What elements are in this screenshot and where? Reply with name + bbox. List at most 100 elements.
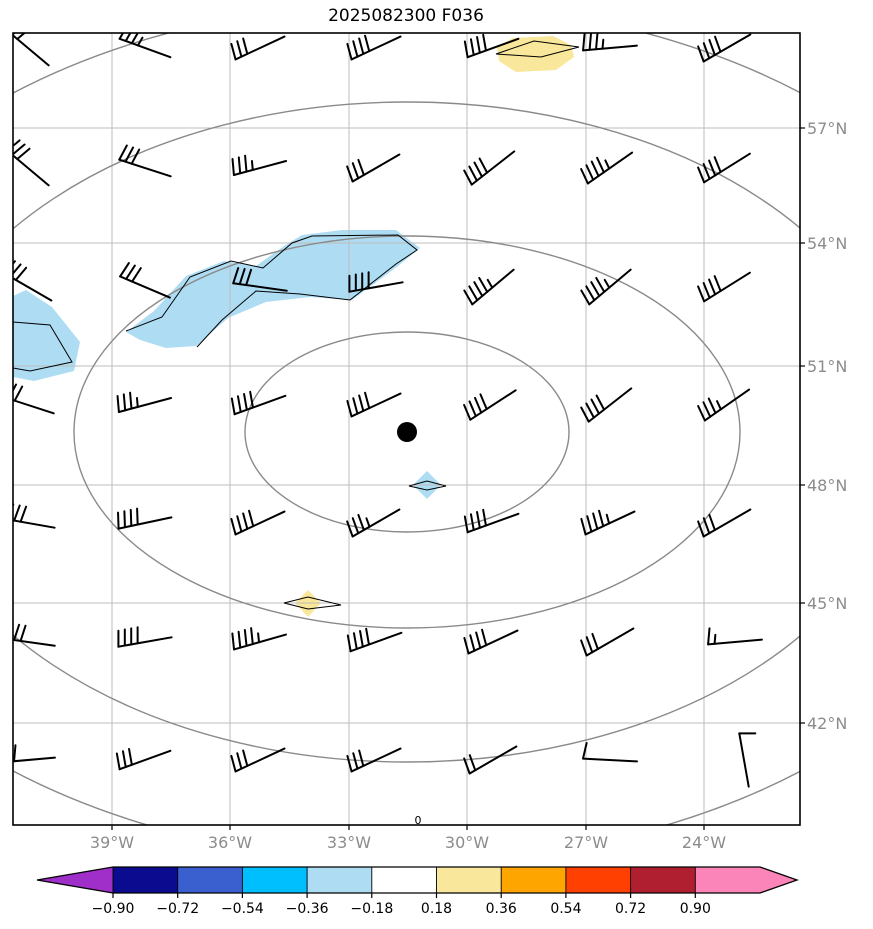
barb-full-tick (352, 40, 359, 58)
barb-staff (351, 153, 401, 183)
barb-full-tick (463, 40, 469, 59)
barb-full-tick (13, 385, 24, 402)
barb-full-tick (479, 393, 488, 411)
barb-full-tick (582, 741, 588, 760)
barb-full-tick (231, 158, 235, 176)
barb-full-tick (588, 33, 592, 51)
barb-staff (234, 510, 286, 536)
barb-staff (119, 275, 171, 299)
barb-full-tick (242, 512, 249, 530)
wind-barb (463, 628, 519, 655)
wind-barb (582, 741, 638, 763)
barb-full-tick (230, 397, 236, 416)
barb-full-tick (585, 636, 594, 654)
barb-full-tick (586, 515, 593, 533)
wind-barb (346, 627, 403, 653)
barb-full-tick (463, 169, 473, 186)
barb-full-tick (358, 749, 365, 767)
barb-half-tick (135, 396, 139, 408)
barb-full-tick (702, 282, 711, 299)
wind-barb (463, 508, 520, 534)
colorbar-segment (630, 867, 696, 893)
barb-half-tick (136, 36, 144, 47)
wind-barb (463, 150, 516, 186)
barb-full-tick (242, 749, 249, 767)
barb-full-tick (590, 160, 600, 178)
wind-barb (232, 267, 288, 292)
barb-full-tick (702, 42, 711, 60)
contour-line (13, 321, 73, 372)
contour-line (408, 480, 447, 491)
barb-full-tick (346, 520, 354, 538)
barb-full-tick (364, 34, 371, 53)
wind-barb (117, 626, 173, 648)
barb-full-tick (473, 161, 483, 178)
barb-full-tick (1, 503, 6, 518)
wind-barb (1, 503, 56, 529)
colorbar-segment (177, 867, 243, 893)
barb-full-tick (478, 157, 489, 174)
wind-barb (346, 747, 402, 773)
barb-full-tick (476, 511, 481, 529)
barb-full-tick (13, 383, 18, 393)
barb-staff (587, 387, 633, 423)
barb-full-tick (482, 33, 487, 52)
barb-full-tick (702, 163, 711, 180)
barb-full-tick (482, 508, 487, 527)
barb-staff (234, 35, 286, 61)
colorbar-tick-label: 0.36 (486, 901, 517, 917)
barb-staff (738, 732, 750, 788)
barb-full-tick (244, 154, 248, 173)
range-ring (244, 331, 570, 533)
wind-barb (230, 390, 287, 416)
barb-full-tick (468, 285, 479, 302)
barb-staff (702, 508, 752, 538)
barb-full-tick (469, 38, 475, 57)
barb-half-tick (257, 632, 261, 644)
barb-full-tick (236, 752, 243, 770)
barb-full-tick (585, 285, 596, 302)
contour-line (283, 596, 342, 610)
barb-full-tick (16, 147, 31, 161)
latitude-label: 48°N (807, 476, 847, 495)
wind-barb (118, 144, 172, 178)
barb-full-tick (124, 33, 132, 42)
barb-full-tick (708, 159, 717, 177)
graticule-gridlines (13, 33, 800, 825)
barb-full-tick (585, 402, 595, 419)
barb-full-tick (131, 267, 142, 283)
wind-barb (697, 271, 751, 303)
wind-barb (697, 33, 752, 63)
barb-staff (703, 271, 751, 303)
wind-barb (463, 389, 517, 421)
barb-staff (232, 282, 288, 292)
zero-contour-label: 0 (415, 814, 422, 827)
barb-full-tick (128, 748, 133, 766)
latitude-label: 45°N (807, 594, 847, 613)
wind-barb (230, 509, 286, 536)
barb-full-tick (13, 504, 21, 522)
barb-full-tick (19, 624, 27, 642)
barb-full-tick (1, 623, 6, 638)
barb-full-tick (238, 267, 246, 286)
barb-full-tick (248, 509, 255, 528)
barb-staff (467, 629, 519, 655)
barb-full-tick (463, 515, 469, 534)
range-ring (13, 101, 800, 763)
shaded-region (13, 290, 80, 381)
wind-barb (230, 35, 286, 61)
wind-barb (119, 262, 171, 299)
barb-full-tick (230, 42, 237, 61)
barb-full-tick (713, 275, 722, 292)
barb-full-tick (231, 632, 236, 651)
barb-full-tick (13, 263, 22, 276)
barb-full-tick (115, 752, 121, 771)
barb-full-tick (469, 513, 475, 532)
wind-barb (13, 383, 55, 415)
colorbar-tick-label: 0.18 (421, 901, 452, 917)
longitude-label: 33°W (327, 833, 371, 852)
colorbar-tick-label: 0.54 (550, 901, 581, 917)
barb-full-tick (598, 509, 605, 528)
barb-staff (13, 756, 56, 763)
barb-half-tick (601, 38, 605, 50)
